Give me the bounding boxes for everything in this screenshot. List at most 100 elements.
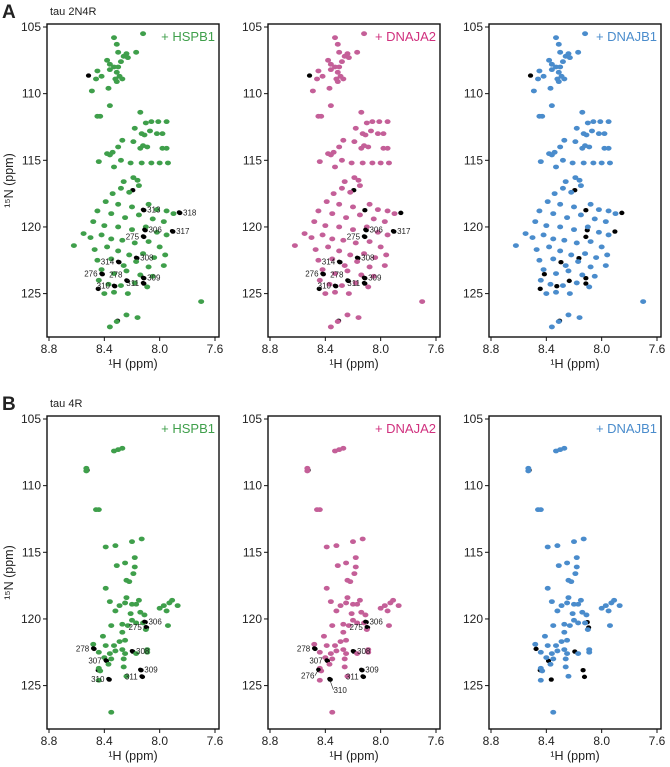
peak [586,144,593,150]
peak [140,31,147,37]
residue-label: 276 [84,270,98,279]
peak [108,211,115,217]
peak [95,277,102,283]
peak [550,211,557,217]
peak [314,76,321,82]
peak [137,609,144,615]
peak [341,263,348,269]
peak [543,223,550,229]
peak [561,621,568,627]
peak [352,555,359,561]
peak [573,555,580,561]
peak [101,291,108,296]
peak [602,603,609,609]
peak [102,199,109,205]
peak [163,119,170,125]
residue-label: 309 [368,274,382,283]
peak [115,248,122,254]
peak [590,119,597,125]
peak [522,231,529,237]
peak [122,637,129,643]
peak [163,608,170,614]
peak [612,211,619,217]
peak [537,677,544,683]
peak [546,57,553,63]
peak [350,227,356,233]
peak [537,507,544,513]
peak [338,283,345,289]
peak [537,649,544,655]
reference-peak [316,667,321,672]
peak [329,656,336,662]
peak [550,623,557,629]
y-tick-label: 115 [22,545,41,559]
peak [546,244,553,250]
peak [564,560,571,566]
y-axis-label: ¹⁵N (ppm) [2,545,16,600]
partner-label: + HSPB1 [161,29,215,44]
peak [146,128,153,134]
y-tick-label: 120 [242,220,262,234]
plot-frame [267,415,441,730]
peak [530,88,537,94]
peak [311,219,318,225]
peak [605,608,612,614]
plot-frame [46,23,220,338]
peak [90,219,97,225]
peak [323,199,330,205]
peak [309,88,316,94]
peak [555,563,562,569]
peak [304,468,311,474]
reference-peak [583,234,589,240]
peak [312,247,319,253]
peak [332,64,339,70]
peak [348,611,355,617]
peak [616,603,623,609]
peak [537,277,544,283]
peak [159,131,166,137]
peak [548,324,555,330]
peak [558,639,565,645]
peak [198,299,205,304]
peak [350,601,356,607]
peak [126,252,133,258]
y-tick-label: 105 [463,412,483,426]
peak [362,612,369,618]
y-tick-label: 120 [242,612,262,626]
peak [547,85,554,91]
peak [134,315,141,320]
y-tick-label: 125 [242,287,262,301]
peak [329,709,336,715]
peak [109,191,116,197]
peak [112,543,119,549]
residue-label: 310 [318,282,332,291]
y-tick-label: 105 [242,412,262,426]
peak [562,656,569,662]
x-tick-label: 8.4 [538,342,555,356]
reference-peak [103,658,109,663]
peak [105,661,112,667]
reference-peak [138,667,143,672]
residue-label: 309 [365,666,379,675]
residue-label: 308 [136,647,150,656]
x-tick-label: 8.8 [483,734,500,748]
peak [116,603,123,609]
peak [539,668,546,674]
partner-label: + DNAJA2 [375,29,436,44]
peak [343,637,350,643]
peak [337,639,344,645]
peak [557,224,564,230]
peak [106,324,113,330]
peak [582,620,589,626]
peak [336,248,343,254]
peak [148,119,155,125]
residue-label: 307 [309,656,323,665]
peak [145,264,152,270]
peak [142,120,149,126]
peak [580,536,587,542]
peak [123,312,130,318]
peak [361,251,368,257]
x-tick-label: 8.8 [262,342,279,356]
peak [345,623,352,629]
peak [113,41,120,47]
